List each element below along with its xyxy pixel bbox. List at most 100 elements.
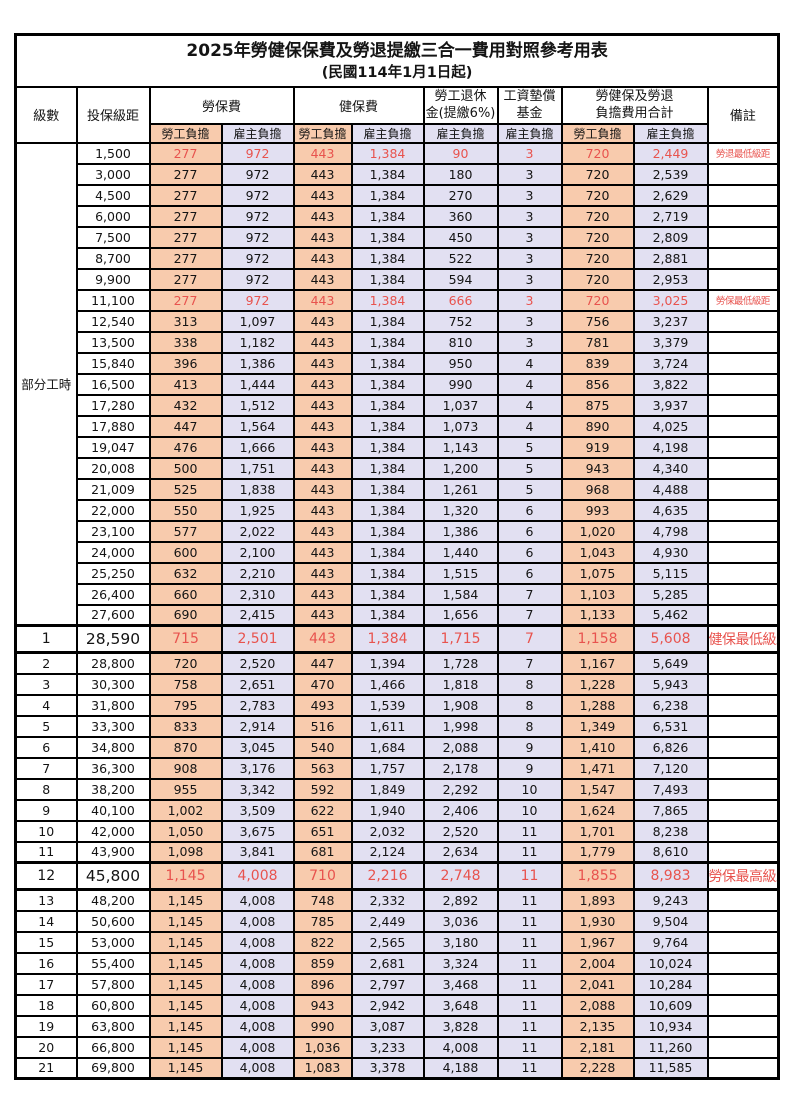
cell-labor-employee: 1,145 xyxy=(148,993,223,1017)
cell-labor-employer: 1,838 xyxy=(220,477,295,501)
col-header-bracket: 投保級距 xyxy=(75,85,151,144)
cell-bracket: 43,900 xyxy=(75,840,151,864)
cell-health-employer: 2,216 xyxy=(350,861,425,892)
cell-health-employer: 1,384 xyxy=(350,435,425,459)
cell-fund-employer: 11 xyxy=(496,909,563,933)
col-header-level: 級數 xyxy=(14,85,78,144)
cell-total-employer: 2,629 xyxy=(632,183,709,207)
cell-labor-employee: 550 xyxy=(148,498,223,522)
cell-total-employer: 8,610 xyxy=(632,840,709,864)
title-row: 2025年勞健保保費及勞退提繳三合一費用對照參考用表 (民國114年1月1日起) xyxy=(14,33,780,88)
col-header-labor-insurance: 勞保費 xyxy=(148,85,295,125)
cell-level: 5 xyxy=(14,714,78,738)
cell-fund-employer: 11 xyxy=(496,819,563,843)
cell-labor-employer: 1,444 xyxy=(220,372,295,396)
cell-fund-employer: 3 xyxy=(496,183,563,207)
subheader-health-employer: 雇主負擔 xyxy=(350,122,425,144)
cell-bracket: 17,280 xyxy=(75,393,151,417)
col-header-total-line2: 負擔費用合計 xyxy=(595,106,674,122)
cell-remark: 健保最低級距 xyxy=(706,624,780,655)
cell-total-employer: 10,024 xyxy=(632,951,709,975)
cell-labor-employer: 4,008 xyxy=(220,972,295,996)
cell-total-employer: 4,930 xyxy=(632,540,709,564)
table-row: 17 57,800 1,145 4,008 896 2,797 3,468 11 2,041 10… xyxy=(14,972,780,996)
cell-total-employer: 5,608 xyxy=(632,624,709,655)
cell-health-employer: 1,384 xyxy=(350,498,425,522)
cell-labor-employer: 1,097 xyxy=(220,309,295,333)
cell-bracket: 21,009 xyxy=(75,477,151,501)
table-row: 17,280 432 1,512 443 1,384 1,037 4 875 3,937 xyxy=(16,393,780,417)
cell-total-employer: 3,379 xyxy=(632,330,709,354)
table-row: 4,500 277 972 443 1,384 270 3 720 2,629 xyxy=(16,183,780,207)
cell-labor-employee: 833 xyxy=(148,714,223,738)
cell-bracket: 48,200 xyxy=(75,888,151,912)
cell-health-employee: 443 xyxy=(292,603,353,627)
cell-total-employer: 11,585 xyxy=(632,1056,709,1080)
cell-health-employee: 516 xyxy=(292,714,353,738)
cell-bracket: 12,540 xyxy=(75,309,151,333)
cell-health-employee: 443 xyxy=(292,225,353,249)
cell-fund-employer: 3 xyxy=(496,288,563,312)
cell-health-employer: 1,384 xyxy=(350,162,425,186)
cell-total-employer: 2,953 xyxy=(632,267,709,291)
cell-remark xyxy=(706,798,780,822)
cell-labor-employee: 277 xyxy=(148,183,223,207)
cell-remark xyxy=(706,756,780,780)
cell-pension-employer: 1,584 xyxy=(422,582,499,606)
cell-total-employee: 968 xyxy=(560,477,635,501)
cell-health-employer: 2,332 xyxy=(350,888,425,912)
cell-fund-employer: 8 xyxy=(496,693,563,717)
cell-labor-employer: 1,386 xyxy=(220,351,295,375)
cell-labor-employee: 720 xyxy=(148,651,223,675)
cell-total-employer: 7,120 xyxy=(632,756,709,780)
cell-labor-employee: 1,002 xyxy=(148,798,223,822)
cell-bracket: 66,800 xyxy=(75,1035,151,1059)
cell-total-employer: 9,243 xyxy=(632,888,709,912)
cell-level: 12 xyxy=(14,861,78,892)
cell-level: 7 xyxy=(14,756,78,780)
cell-health-employee: 443 xyxy=(292,498,353,522)
cell-fund-employer: 3 xyxy=(496,330,563,354)
cell-labor-employer: 2,651 xyxy=(220,672,295,696)
cell-health-employee: 748 xyxy=(292,888,353,912)
table-row: 18 60,800 1,145 4,008 943 2,942 3,648 11 2,088 10… xyxy=(14,993,780,1017)
subheader-total-employer: 雇主負擔 xyxy=(632,122,709,144)
cell-remark xyxy=(706,498,780,522)
cell-fund-employer: 9 xyxy=(496,735,563,759)
cell-labor-employer: 4,008 xyxy=(220,1035,295,1059)
cell-pension-employer: 2,892 xyxy=(422,888,499,912)
cell-health-employee: 822 xyxy=(292,930,353,954)
cell-labor-employee: 1,145 xyxy=(148,861,223,892)
cell-level: 21 xyxy=(14,1056,78,1080)
cell-total-employer: 2,719 xyxy=(632,204,709,228)
table-row: 1 28,590 715 2,501 443 1,384 1,715 7 1,158 5,608 健… xyxy=(14,624,780,655)
cell-total-employer: 4,025 xyxy=(632,414,709,438)
header-group-row: 級數 投保級距 勞保費 健保費 勞工退休 金(提繳6%) 工資墊償 基金 勞健保… xyxy=(14,85,780,144)
cell-remark xyxy=(706,1056,780,1080)
cell-total-employer: 10,934 xyxy=(632,1014,709,1038)
table-row: 24,000 600 2,100 443 1,384 1,440 6 1,043 4,930 xyxy=(16,540,780,564)
cell-labor-employer: 2,210 xyxy=(220,561,295,585)
cell-labor-employer: 2,100 xyxy=(220,540,295,564)
cell-total-employer: 11,260 xyxy=(632,1035,709,1059)
cell-group-part-time: 部分工時 xyxy=(14,141,78,627)
table-row: 9 40,100 1,002 3,509 622 1,940 2,406 10 1,624 7,8… xyxy=(14,798,780,822)
cell-labor-employee: 1,145 xyxy=(148,909,223,933)
table-row: 12 45,800 1,145 4,008 710 2,216 2,748 11 1,855 8,… xyxy=(14,861,780,892)
cell-labor-employee: 1,145 xyxy=(148,972,223,996)
cell-pension-employer: 950 xyxy=(422,351,499,375)
cell-total-employer: 8,983 xyxy=(632,861,709,892)
cell-pension-employer: 1,908 xyxy=(422,693,499,717)
cell-total-employer: 7,865 xyxy=(632,798,709,822)
cell-fund-employer: 5 xyxy=(496,477,563,501)
cell-health-employee: 443 xyxy=(292,414,353,438)
cell-health-employee: 470 xyxy=(292,672,353,696)
cell-pension-employer: 666 xyxy=(422,288,499,312)
cell-health-employer: 1,466 xyxy=(350,672,425,696)
cell-fund-employer: 3 xyxy=(496,309,563,333)
cell-health-employee: 443 xyxy=(292,456,353,480)
cell-total-employee: 1,020 xyxy=(560,519,635,543)
cell-labor-employee: 447 xyxy=(148,414,223,438)
cell-health-employer: 1,384 xyxy=(350,183,425,207)
table-body: 部分工時 1,500 277 972 443 1,384 90 3 720 2,449 勞退最低級距… xyxy=(14,141,780,1080)
